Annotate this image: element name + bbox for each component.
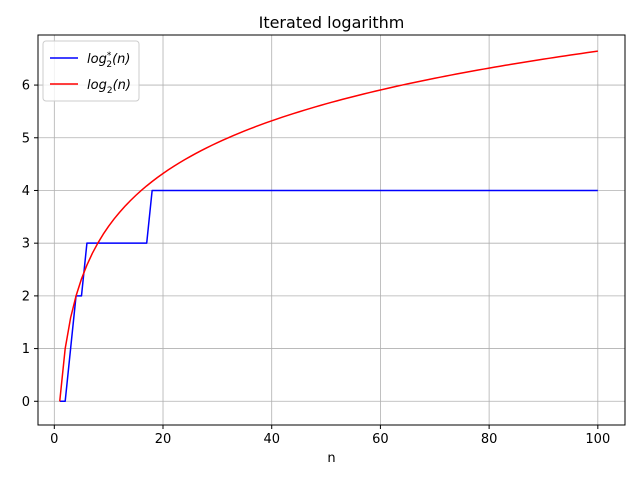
legend-label-1: log* 2(n) xyxy=(87,51,130,70)
x-tick-label: 40 xyxy=(263,432,280,447)
y-tick-label: 5 xyxy=(22,131,30,146)
x-tick-label: 20 xyxy=(155,432,172,447)
x-tick-label: 60 xyxy=(372,432,389,447)
y-tick-label: 2 xyxy=(22,289,30,304)
series-layer xyxy=(58,50,598,403)
chart-title: Iterated logarithm xyxy=(259,13,405,32)
y-tick-label: 3 xyxy=(22,237,30,252)
legend: log* 2(n) log2(n) xyxy=(42,40,140,102)
series-line-2 xyxy=(58,50,598,402)
legend-label-2: log2(n) xyxy=(87,78,131,96)
legend-box xyxy=(42,40,140,102)
y-tick-label: 4 xyxy=(22,184,30,199)
y-tick-label: 0 xyxy=(22,395,30,410)
x-tick-label: 100 xyxy=(585,432,610,447)
y-tick-label: 6 xyxy=(22,79,30,94)
plot-frame xyxy=(37,34,626,426)
y-tick-label: 1 xyxy=(22,342,30,357)
x-tick-label: 80 xyxy=(481,432,498,447)
ticks: 0 20 40 60 80 100 0 1 2 3 4 5 6 xyxy=(22,79,611,447)
x-axis-label: n xyxy=(327,451,335,466)
x-tick-label: 0 xyxy=(50,432,58,447)
